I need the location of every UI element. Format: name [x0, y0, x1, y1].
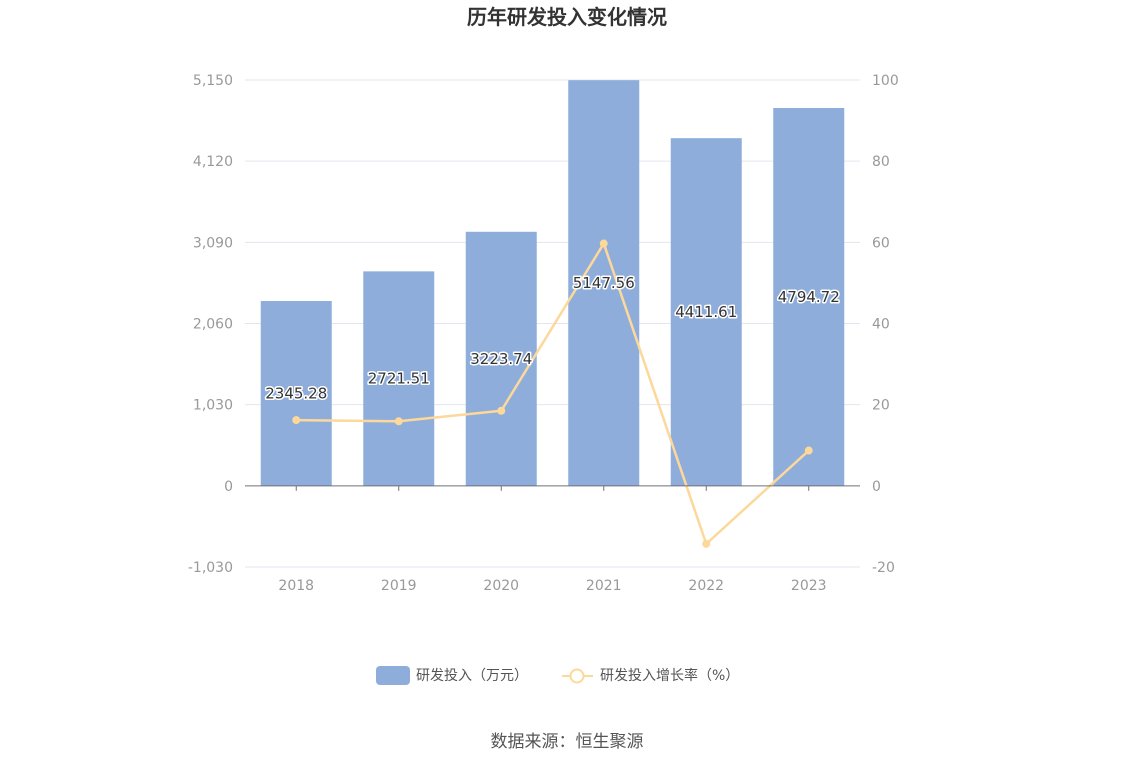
y-right-tick-label: 60: [872, 235, 890, 251]
grid-lines: [245, 79, 860, 568]
x-tick-label: 2021: [586, 578, 622, 594]
bar-value-label: 3223.74: [470, 350, 532, 368]
bar: [773, 107, 845, 486]
left-axis: -1,030 0 1,030 2,060 3,090 4,120 5,150: [188, 73, 233, 576]
line-point: [292, 416, 301, 425]
line-point: [497, 406, 506, 415]
line-point: [599, 239, 608, 248]
y-left-tick-label: 1,030: [193, 398, 233, 414]
y-right-tick-label: 80: [872, 154, 890, 170]
legend: 研发投入（万元） 研发投入增长率（%）: [376, 666, 739, 685]
legend-label-bar[interactable]: 研发投入（万元）: [416, 668, 528, 684]
x-tick-label: 2022: [688, 578, 724, 594]
data-source: 数据来源：恒生聚源: [491, 732, 644, 752]
line-point: [702, 539, 711, 548]
legend-swatch-bar[interactable]: [376, 666, 410, 685]
data-labels: 2345.28 2721.51 3223.74 5147.56 4411.61 4794.…: [264, 273, 842, 404]
bar-value-label: 5147.56: [573, 274, 635, 292]
bar: [465, 231, 537, 486]
bar: [260, 301, 332, 486]
bar: [670, 138, 742, 486]
bar: [363, 271, 435, 486]
y-left-tick-label: 5,150: [193, 73, 233, 89]
line-point: [394, 417, 403, 426]
y-left-tick-label: 0: [224, 479, 233, 495]
y-left-tick-label: -1,030: [188, 560, 233, 576]
x-tick-label: 2019: [381, 578, 417, 594]
x-tick-label: 2018: [278, 578, 314, 594]
y-right-tick-label: 20: [872, 398, 890, 414]
right-axis: -20 0 20 40 60 80 100: [872, 73, 899, 576]
bar-value-label: 2345.28: [265, 384, 327, 402]
line-point: [804, 446, 813, 455]
y-right-tick-label: -20: [872, 560, 895, 576]
bar-series: [260, 80, 845, 486]
bar-value-label: 2721.51: [368, 370, 430, 388]
bar-value-label: 4411.61: [675, 303, 737, 321]
y-right-tick-label: 40: [872, 317, 890, 333]
legend-label-line[interactable]: 研发投入增长率（%）: [600, 667, 739, 684]
y-left-tick-label: 4,120: [193, 154, 233, 170]
x-axis: 2018 2019 2020 2021 2022 2023: [245, 485, 860, 594]
x-tick-label: 2023: [791, 578, 827, 594]
bar-value-label: 4794.72: [778, 288, 840, 306]
line-series: [292, 239, 813, 548]
growth-line: [296, 242, 810, 546]
y-left-tick-label: 2,060: [193, 317, 233, 333]
x-tick-label: 2020: [483, 578, 519, 594]
legend-marker-line[interactable]: [569, 668, 585, 684]
y-right-tick-label: 0: [872, 479, 881, 495]
chart-title: 历年研发投入变化情况: [467, 5, 667, 29]
y-left-tick-label: 3,090: [193, 235, 233, 251]
y-right-tick-label: 100: [872, 73, 899, 89]
